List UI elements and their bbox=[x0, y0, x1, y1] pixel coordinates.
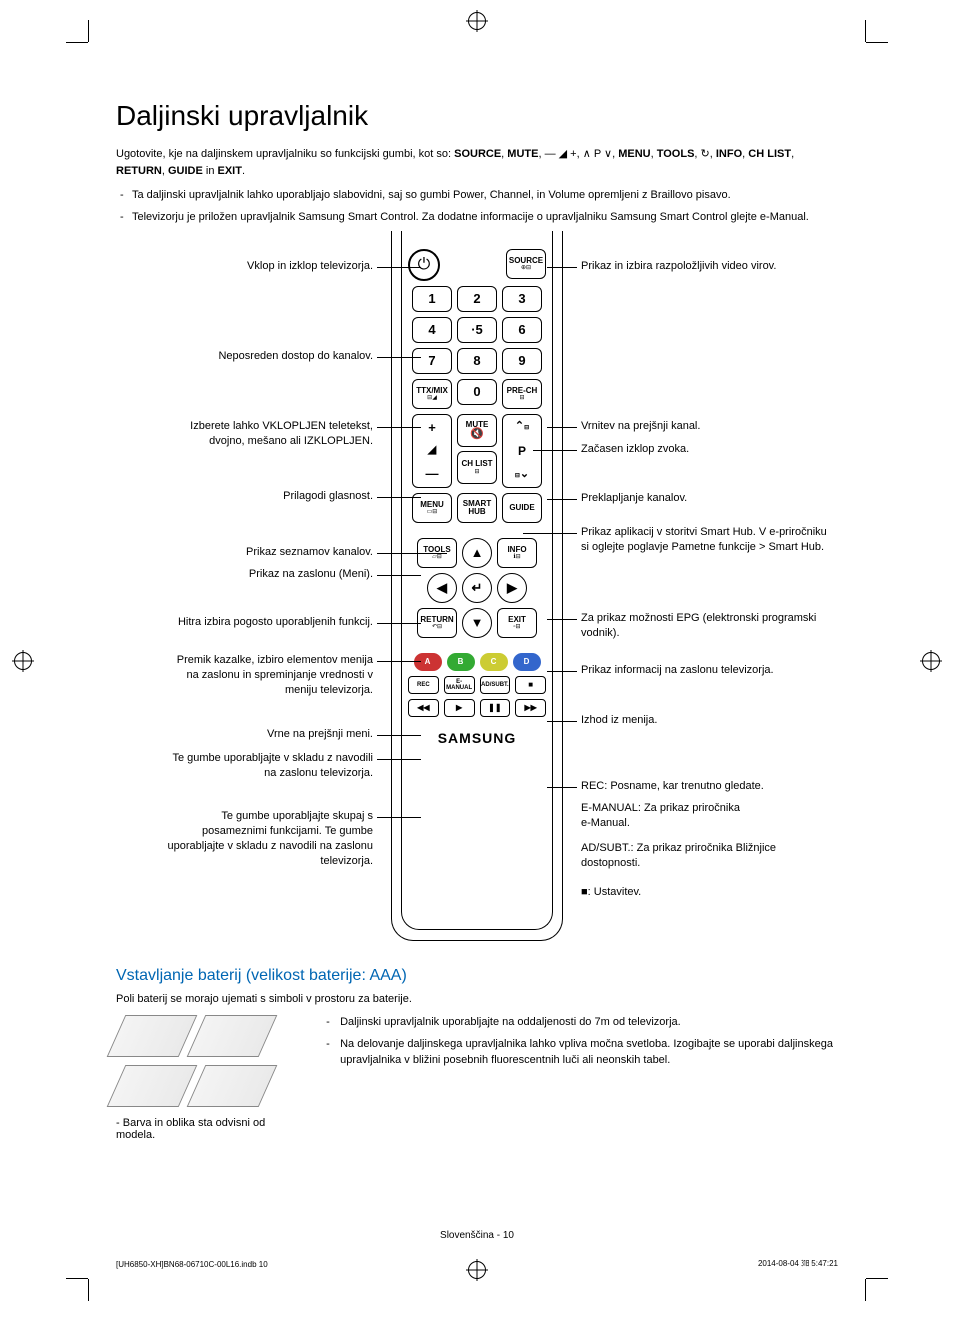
registration-mark bbox=[922, 652, 940, 670]
adsubt-button: AD/SUBT. bbox=[480, 676, 511, 694]
callout: Prikaz seznamov kanalov. bbox=[246, 545, 373, 560]
info-button: INFOℹ⊟ bbox=[497, 538, 537, 568]
callout: Premik kazalke, izbiro elementov menijan… bbox=[177, 653, 373, 698]
rec-button: REC bbox=[408, 676, 439, 694]
crop-mark bbox=[66, 1278, 88, 1279]
callout: REC: Posname, kar trenutno gledate. bbox=[581, 779, 764, 794]
footer-timestamp: 2014-08-04 ㏾ 5:47:21 bbox=[758, 1258, 838, 1269]
zero-button: 0 bbox=[457, 379, 497, 405]
callout: Prikaz in izbira razpoložljivih video vi… bbox=[581, 259, 776, 274]
color-a-button: A bbox=[414, 653, 442, 671]
num-button: 8 bbox=[457, 348, 497, 374]
source-button: SOURCE⊕⊟ bbox=[506, 249, 546, 279]
crop-mark bbox=[865, 1279, 866, 1301]
registration-mark bbox=[468, 12, 486, 30]
left-button: ◀ bbox=[427, 573, 457, 603]
volume-rocker: + ◢ — bbox=[412, 414, 452, 488]
page-footer: Slovenščina - 10 bbox=[116, 1230, 838, 1241]
registration-mark bbox=[468, 1261, 486, 1279]
callout: Neposreden dostop do kanalov. bbox=[218, 349, 373, 364]
note-item: Televizorju je priložen upravljalnik Sam… bbox=[120, 209, 838, 226]
crop-mark bbox=[866, 1278, 888, 1279]
callout: Vrnitev na prejšnji kanal. bbox=[581, 419, 700, 434]
registration-mark bbox=[14, 652, 32, 670]
pause-button: ❚❚ bbox=[480, 699, 511, 717]
callout: Prilagodi glasnost. bbox=[283, 489, 373, 504]
mute-button: MUTE🔇 bbox=[457, 414, 497, 447]
num-button: 6 bbox=[502, 317, 542, 343]
num-button: 1 bbox=[412, 286, 452, 312]
num-button: 9 bbox=[502, 348, 542, 374]
num-button: ·5 bbox=[457, 317, 497, 343]
num-button: 2 bbox=[457, 286, 497, 312]
callout: Izberete lahko VKLOPLJEN teletekst,dvojn… bbox=[190, 419, 373, 449]
crop-mark bbox=[866, 42, 888, 43]
battery-step-icon bbox=[187, 1015, 278, 1057]
rewind-button: ◀◀ bbox=[408, 699, 439, 717]
brand-label: SAMSUNG bbox=[438, 730, 517, 746]
footer-filename: [UH6850-XH]BN68-06710C-00L16.indb 10 bbox=[116, 1260, 268, 1269]
emanual-button: E-MANUAL bbox=[444, 676, 475, 694]
callout: Vrne na prejšnji meni. bbox=[267, 727, 373, 742]
return-button: RETURN↶⊟ bbox=[417, 608, 457, 638]
color-c-button: C bbox=[480, 653, 508, 671]
crop-mark bbox=[88, 20, 89, 42]
callout: AD/SUBT.: Za prikaz priročnika Bližnjice… bbox=[581, 841, 831, 871]
power-button: ⏻ bbox=[408, 249, 440, 281]
prech-button: PRE-CH⊟ bbox=[502, 379, 542, 409]
stop-button: ■ bbox=[515, 676, 546, 694]
battery-step-icon bbox=[107, 1065, 198, 1107]
right-button: ▶ bbox=[497, 573, 527, 603]
callout: Prikaz informacij na zaslonu televizorja… bbox=[581, 663, 774, 678]
num-button: 3 bbox=[502, 286, 542, 312]
callout: Za prikaz možnosti EPG (elektronski prog… bbox=[581, 611, 831, 641]
callout: Vklop in izklop televizorja. bbox=[247, 259, 373, 274]
crop-mark bbox=[865, 20, 866, 42]
callout: Te gumbe uporabljajte v skladu z navodil… bbox=[172, 751, 373, 781]
note-item: Ta daljinski upravljalnik lahko uporablj… bbox=[120, 187, 838, 204]
battery-heading: Vstavljanje baterij (velikost baterije: … bbox=[116, 967, 838, 985]
guide-button: GUIDE bbox=[502, 493, 542, 523]
color-d-button: D bbox=[513, 653, 541, 671]
callout: Izhod iz menija. bbox=[581, 713, 657, 728]
battery-figures bbox=[116, 1015, 306, 1107]
exit-button: EXIT▫⊟ bbox=[497, 608, 537, 638]
chlist-button: CH LIST⊟ bbox=[457, 451, 497, 484]
callout: Začasen izklop zvoka. bbox=[581, 442, 689, 457]
battery-step-icon bbox=[187, 1065, 278, 1107]
intro-text: Ugotovite, kje na daljinskem upravljalni… bbox=[116, 146, 838, 179]
channel-rocker: ⌃⊟ P ⊟⌄ bbox=[502, 414, 542, 488]
num-button: 7 bbox=[412, 348, 452, 374]
down-button: ▼ bbox=[462, 608, 492, 638]
play-button: ▶ bbox=[444, 699, 475, 717]
crop-mark bbox=[66, 42, 88, 43]
smarthub-button: SMARTHUB bbox=[457, 493, 497, 523]
battery-note: Na delovanje daljinskega upravljalnika l… bbox=[326, 1037, 838, 1069]
battery-note: Daljinski upravljalnik uporabljajte na o… bbox=[326, 1015, 838, 1031]
num-button: 4 bbox=[412, 317, 452, 343]
page-title: Daljinski upravljalnik bbox=[116, 100, 838, 132]
color-note: Barva in oblika sta odvisni od modela. bbox=[116, 1117, 306, 1141]
enter-button: ↵ bbox=[462, 573, 492, 603]
color-b-button: B bbox=[447, 653, 475, 671]
callout: Preklapljanje kanalov. bbox=[581, 491, 687, 506]
callout: Prikaz na zaslonu (Meni). bbox=[249, 567, 373, 582]
remote-outline: ⏻ SOURCE⊕⊟ 1 2 3 4 ·5 6 7 8 9 bbox=[391, 231, 563, 941]
remote-diagram: ⏻ SOURCE⊕⊟ 1 2 3 4 ·5 6 7 8 9 bbox=[116, 231, 838, 951]
battery-step-icon bbox=[107, 1015, 198, 1057]
up-button: ▲ bbox=[462, 538, 492, 568]
crop-mark bbox=[88, 1279, 89, 1301]
ttx-button: TTX/MIX⊟◢ bbox=[412, 379, 452, 409]
callout: Te gumbe uporabljajte skupaj sposameznim… bbox=[168, 809, 373, 868]
callout: Prikaz aplikacij v storitvi Smart Hub. V… bbox=[581, 525, 831, 555]
callout: E-MANUAL: Za prikaz priročnikae-Manual. bbox=[581, 801, 740, 831]
callout: Hitra izbira pogosto uporabljenih funkci… bbox=[178, 615, 373, 630]
callout: ■: Ustavitev. bbox=[581, 885, 641, 900]
battery-intro: Poli baterij se morajo ujemati s simboli… bbox=[116, 993, 838, 1005]
ffwd-button: ▶▶ bbox=[515, 699, 546, 717]
